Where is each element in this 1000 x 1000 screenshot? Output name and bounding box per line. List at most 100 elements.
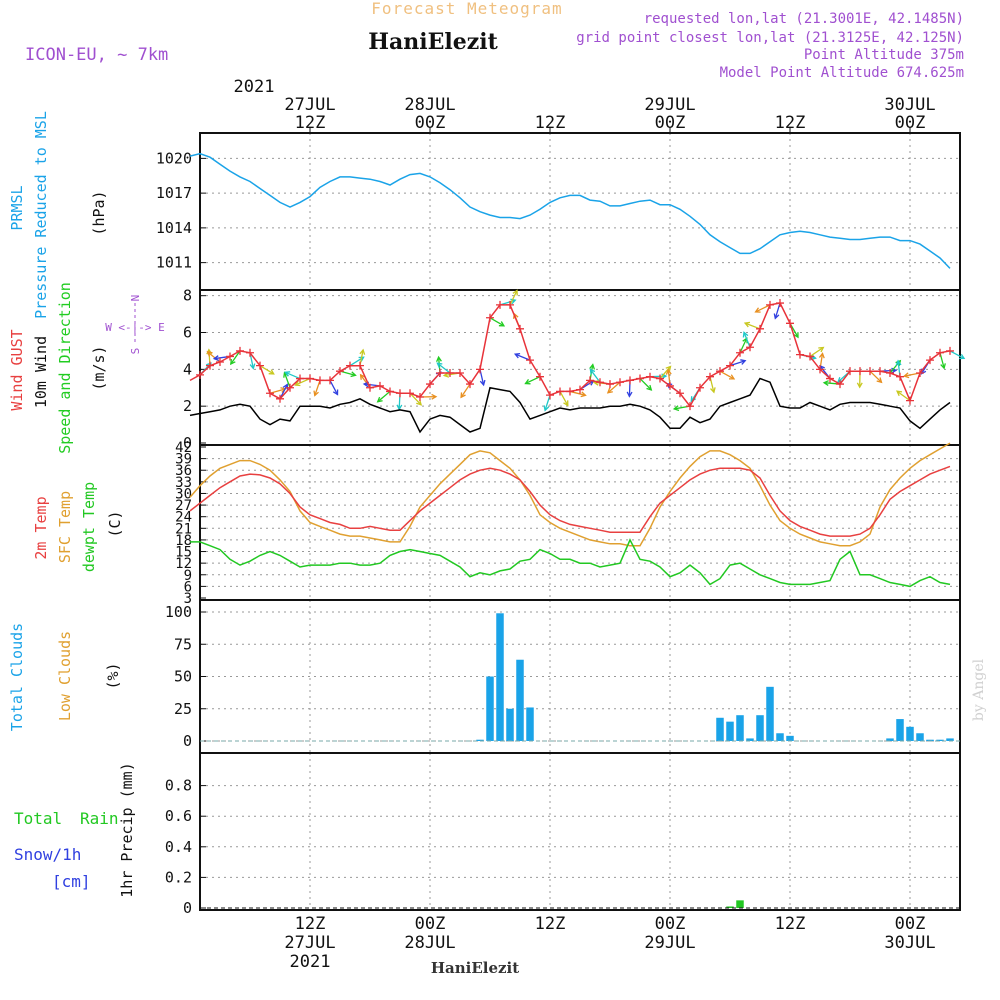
gust-marker [536,372,544,381]
sfc-label: SFC Temp [56,491,74,563]
bottom-axis-hour: 00Z [415,914,446,934]
y-tick-label: 0.6 [165,807,192,825]
gust-marker [346,361,354,370]
y-tick-label: 0 [183,732,192,750]
wind-arrow-head [589,363,596,370]
gust-marker [786,319,794,328]
gust-marker [706,372,714,381]
cloud-bar [896,719,904,741]
wind-arrow-head [665,365,672,372]
gust-marker [676,389,684,398]
wind-arrow-head [876,377,883,384]
wind-arrow-head [754,307,761,313]
wind-arrow-head [606,387,613,394]
cloud-bar [526,707,534,741]
y-tick-label: 15 [175,545,192,561]
wind-arrow-head [895,359,902,366]
wind-arrow-head [740,359,747,365]
wind-arrow-head [230,359,236,366]
bottom-axis-date: 29JUL [644,933,695,953]
wind-arrow [499,299,516,306]
station-title: HaniElezit [368,29,498,55]
wind-arrow-head [672,405,680,412]
snow-label: Snow/1h [14,845,81,864]
y-tick-label: 100 [165,603,192,621]
top-year: 2021 [234,77,275,97]
gust-marker [266,389,274,398]
y-tick-label: 50 [174,668,192,686]
gust-marker [546,391,554,400]
wind-arrow-head [773,313,780,320]
cloud-bar [786,735,794,741]
top-axis-hour: 12Z [295,113,326,133]
wind-arrow-head [460,392,466,399]
wind-arrow-head [249,363,256,370]
gust-marker [716,367,724,376]
gust-marker [946,346,954,355]
cloud-bar [936,739,944,741]
wind-arrow [259,365,275,375]
wind-arrow-head [212,355,220,362]
gust-marker [196,370,204,379]
gust-marker [866,367,874,376]
y-tick-label: 0 [183,899,192,917]
wind-arrow [514,353,531,361]
gust-marker [326,376,334,385]
cloud-bar [496,613,504,741]
total-clouds-label: Total Clouds [8,623,26,731]
cloud-bar [886,738,894,741]
cloud-bar [746,738,754,741]
cloud-bar [916,733,924,741]
gust-label: Wind GUST [8,329,26,410]
rain-label: Rain [80,809,119,828]
wind-arrow [460,383,471,398]
gust-marker [526,356,534,365]
gust-marker [356,361,364,370]
wind-arrow-head [626,391,633,398]
top-axis-date: 30JUL [884,95,935,115]
y-tick-label: 21 [175,521,192,537]
pressure-label-1: PRMSL [8,185,26,230]
wind-arrow-head [742,331,749,338]
cloud-bar [776,733,784,741]
wind-arrow [729,360,746,367]
dewpt-line [190,538,951,588]
y-tick-label: 12 [175,556,192,572]
cloud-bar [756,715,764,741]
precip-bar [726,906,734,908]
precip-bar [736,900,744,908]
gust-marker [836,380,844,389]
model-label: ICON-EU, ~ 7km [25,45,168,65]
grid-point-coords: grid point closest lon,lat (21.3125E, 42… [576,30,964,46]
wind-speed-line [189,377,951,434]
gust-marker [896,372,904,381]
compass-s: S [129,348,142,355]
y-tick-label: 0.2 [165,868,192,886]
gust-marker [926,356,934,365]
wind-arrow-head [822,380,829,386]
wind-arrow [809,346,824,357]
wind-arrow-head [416,399,423,406]
wind-arrow-head [729,374,736,380]
top-axis-date: 28JUL [404,95,455,115]
gust-marker [226,352,234,361]
wind-arrow [639,378,652,391]
y-tick-label: 0.4 [165,838,192,856]
gust-marker [776,299,784,308]
gust-marker [506,300,514,309]
wind-arrow-head [837,376,844,383]
top-axis-hour: 00Z [655,113,686,133]
wind-arrow [949,350,965,360]
y-tick-label: 1017 [156,184,192,202]
clouds-unit: (%) [104,662,122,689]
gust-marker [256,361,264,370]
cloud-bar [486,676,494,741]
gust-marker [406,389,414,398]
wind-arrow-head [589,368,596,375]
cloud-bar [926,739,934,741]
gust-marker [436,369,444,378]
cloud-bar [716,717,724,741]
top-axis-date: 27JUL [284,95,335,115]
pressure-line [189,152,951,269]
